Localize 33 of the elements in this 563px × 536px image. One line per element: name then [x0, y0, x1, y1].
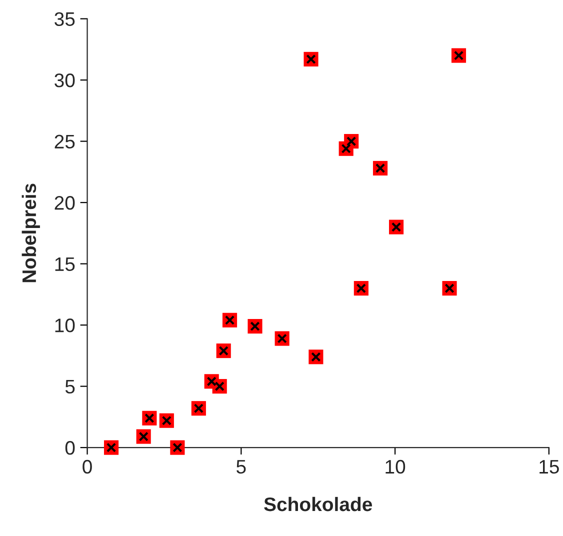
point	[222, 312, 238, 328]
y-tick-label: 20	[54, 196, 75, 210]
y-tick-label: 25	[54, 134, 75, 149]
point	[442, 281, 457, 296]
point	[451, 48, 466, 63]
point	[354, 281, 368, 296]
y-tick-label: 0	[65, 441, 75, 455]
x-tick-label: 5	[236, 460, 246, 474]
point	[388, 220, 404, 234]
x-axis-title: Schokolade	[264, 496, 372, 512]
y-tick-label: 15	[55, 257, 75, 272]
y-tick-label: 30	[54, 73, 75, 88]
point	[216, 343, 231, 358]
point	[142, 410, 157, 426]
y-tick-label: 35	[54, 12, 75, 26]
x-tick-label: 0	[82, 460, 92, 474]
y-tick-label: 10	[55, 318, 75, 332]
point	[344, 134, 359, 149]
point	[248, 318, 262, 334]
y-axis-title: Nobelpreis	[22, 184, 40, 282]
point	[136, 429, 151, 444]
x-tick-label: 10	[386, 460, 406, 474]
x-tick-label: 15	[540, 460, 559, 474]
point	[304, 52, 318, 66]
point	[191, 401, 206, 416]
point	[170, 440, 185, 455]
point	[274, 331, 290, 346]
point	[104, 440, 119, 455]
point	[308, 350, 324, 364]
point	[159, 413, 174, 428]
point	[212, 379, 227, 394]
point	[372, 160, 388, 176]
y-tick-label: 5	[65, 380, 75, 394]
